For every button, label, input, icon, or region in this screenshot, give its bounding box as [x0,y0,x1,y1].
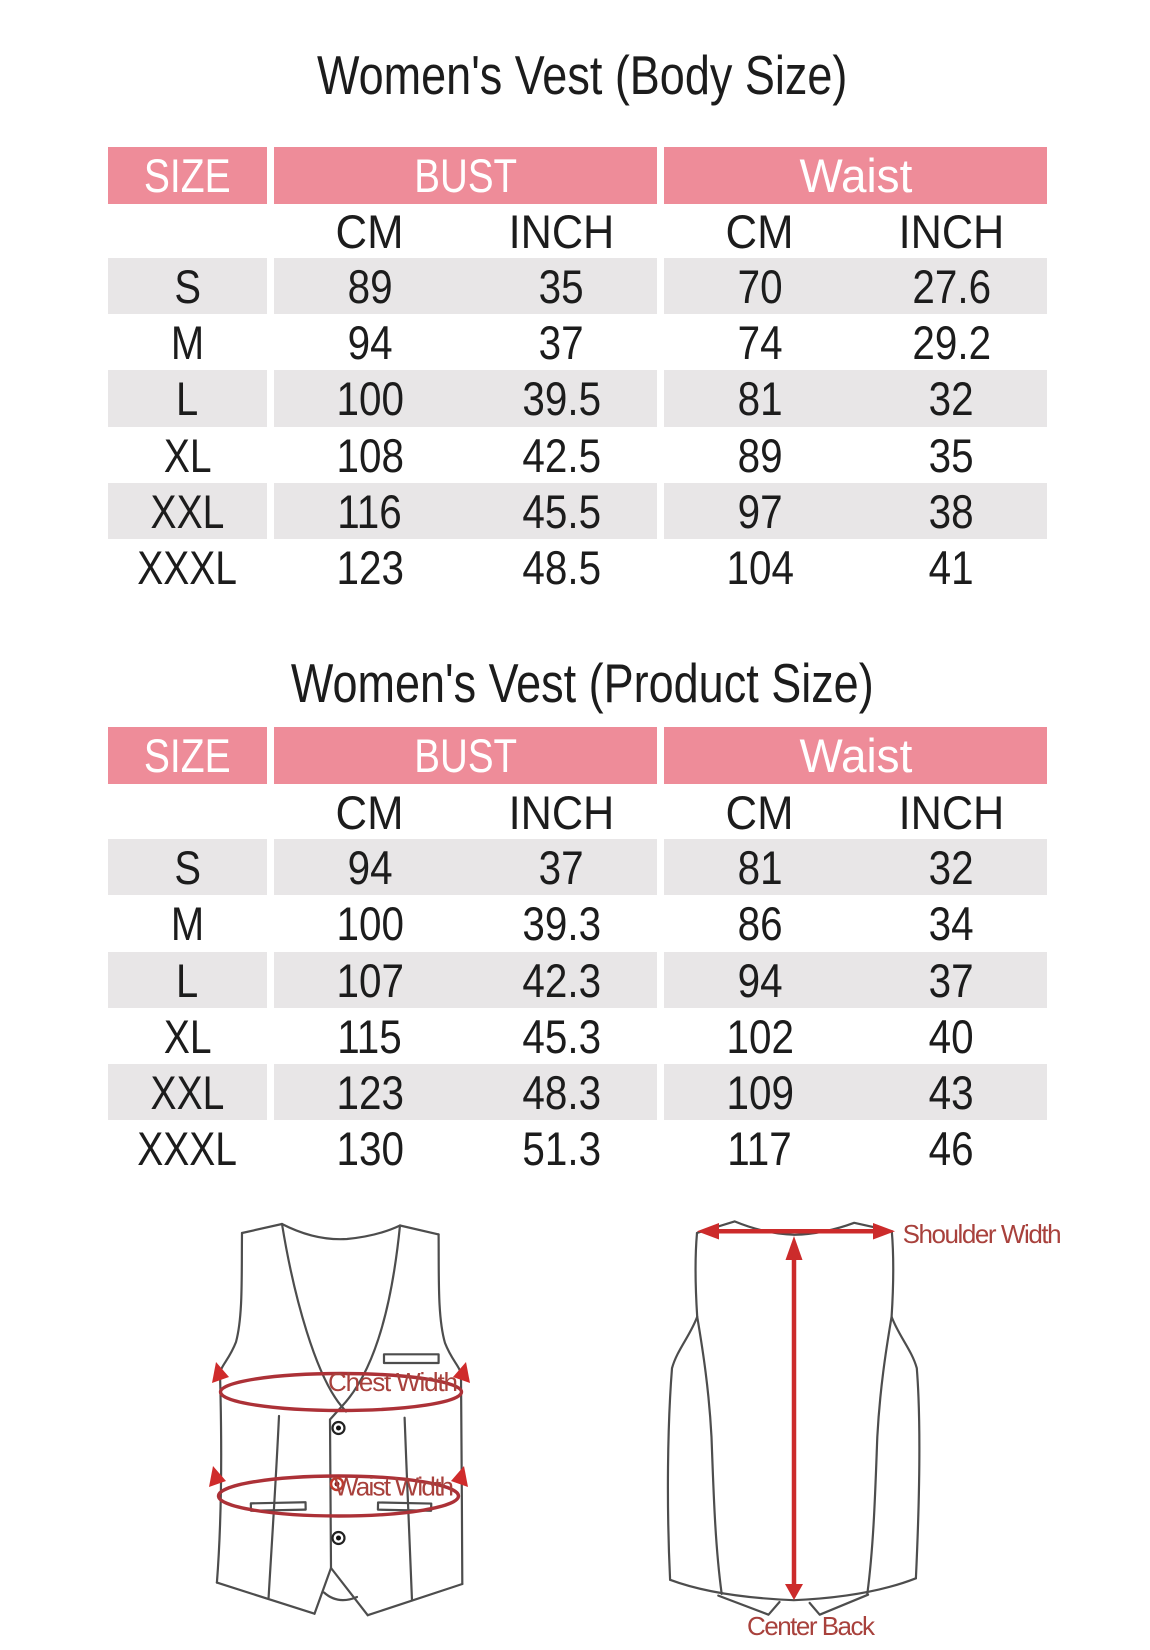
svg-text:Shoulder Width: Shoulder Width [903,1219,1062,1249]
svg-text:Chest Width: Chest Width [328,1367,458,1397]
svg-text:Waist Width: Waist Width [334,1472,454,1502]
svg-text:Center Back: Center Back [747,1611,876,1641]
